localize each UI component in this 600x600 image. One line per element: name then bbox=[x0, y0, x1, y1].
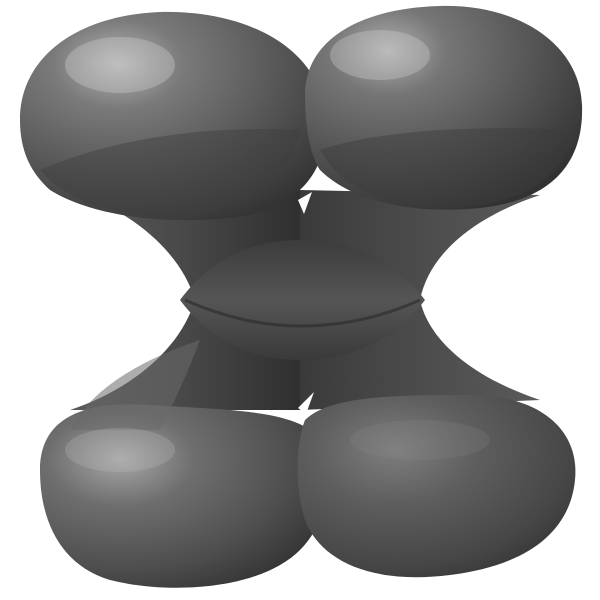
lobe-gaps bbox=[298, 192, 314, 414]
lobe-bottom-right bbox=[297, 395, 576, 578]
lobe-bottom-left bbox=[40, 340, 329, 588]
lobe-top-right bbox=[305, 5, 583, 210]
center-waist bbox=[180, 240, 425, 360]
lobe-top-left bbox=[20, 11, 326, 221]
neck-left bbox=[70, 190, 300, 410]
